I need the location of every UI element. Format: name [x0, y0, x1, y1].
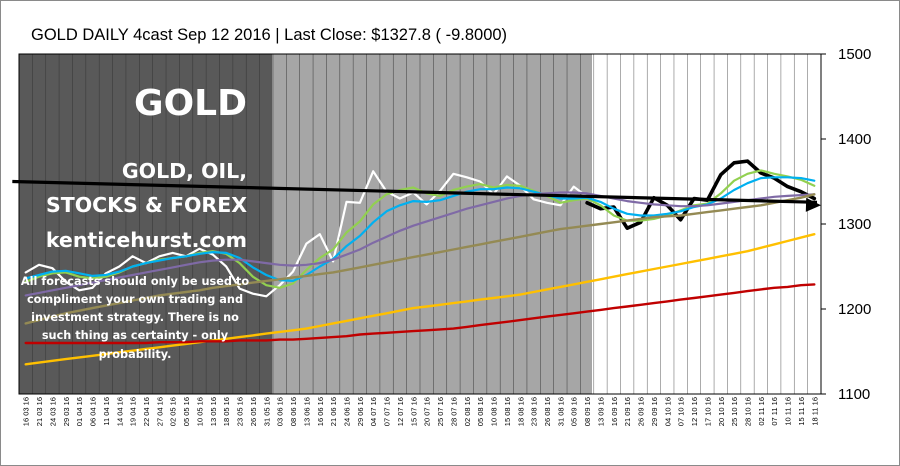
x-tick-label: 04 10 16	[663, 397, 672, 426]
series-line-5	[24, 191, 816, 297]
x-tick-label: 05 08 16	[476, 397, 485, 426]
x-tick-label: 14 04 16	[115, 397, 124, 426]
series-line-4	[24, 176, 816, 282]
x-tick-label: 02 08 16	[463, 397, 472, 426]
x-tick-label: 06 04 16	[89, 397, 98, 426]
x-tick-label: 21 06 16	[329, 397, 338, 426]
x-tick-label: 25 07 16	[436, 397, 445, 426]
x-tick-label: 28 10 16	[743, 397, 752, 426]
x-tick-label: 20 07 16	[423, 397, 432, 426]
y-tick-label: 1500	[838, 46, 871, 63]
brand-site: kenticehurst.com	[46, 228, 247, 252]
x-tick-label: 13 09 16	[596, 397, 605, 426]
x-tick-label: 07 11 16	[770, 397, 779, 426]
disclaimer-line-2: compliment your own trading and	[27, 293, 243, 306]
x-tick-label: 19 04 16	[129, 397, 138, 426]
x-tick-label: 16 03 16	[22, 397, 31, 426]
x-tick-label: 15 08 16	[503, 397, 512, 426]
x-tick-label: 05 09 16	[570, 397, 579, 426]
y-tick-label: 1100	[838, 386, 870, 403]
x-tick-label: 28 07 16	[449, 397, 458, 426]
x-tick-label: 07 07 16	[383, 397, 392, 426]
x-tick-label: 25 10 16	[730, 397, 739, 426]
x-tick-label: 24 06 16	[342, 397, 351, 426]
x-tick-label: 10 08 16	[490, 397, 499, 426]
x-tick-label: 02 11 16	[757, 397, 766, 426]
x-tick-label: 03 06 16	[276, 397, 285, 426]
disclaimer-line-1: All forecasts should only be used to	[21, 275, 249, 288]
series-line-8	[24, 283, 816, 345]
forecast-arrow-head	[805, 197, 821, 212]
x-tick-label: 04 07 16	[369, 397, 378, 426]
x-tick-label: 29 09 16	[650, 397, 659, 426]
x-tick-label: 24 03 16	[48, 397, 57, 426]
x-tick-label: 10 05 16	[195, 397, 204, 426]
y-tick-label: 1300	[838, 216, 871, 233]
x-tick-label: 17 10 16	[703, 397, 712, 426]
x-tick-label: 27 04 16	[155, 397, 164, 426]
x-tick-label: 13 06 16	[302, 397, 311, 426]
x-tick-label: 07 10 16	[677, 397, 686, 426]
disclaimer-line-3: investment strategy. There is no	[31, 311, 239, 324]
series-line-6	[24, 193, 816, 325]
brand-symbol: GOLD	[134, 83, 247, 124]
x-tick-label: 20 10 16	[717, 397, 726, 426]
x-tick-label: 29 03 16	[62, 397, 71, 426]
x-tick-label: 15 07 16	[409, 397, 418, 426]
x-tick-label: 21 09 16	[623, 397, 632, 426]
history-light-band	[272, 54, 592, 394]
x-axis: 16 03 16 21 03 16 24 03 16 29 03 16 01 04 16…	[22, 397, 820, 426]
series-layer	[24, 159, 817, 366]
x-tick-label: 01 04 16	[75, 397, 84, 426]
x-tick-label: 05 05 16	[182, 397, 191, 426]
x-tick-label: 26 09 16	[637, 397, 646, 426]
x-tick-label: 23 08 16	[530, 397, 539, 426]
x-tick-label: 18 08 16	[516, 397, 525, 426]
x-tick-label: 11 04 16	[102, 397, 111, 426]
y-axis: 1100 1200 1300 1400 1500	[821, 46, 871, 403]
branding-overlay: GOLD GOLD, OIL, STOCKS & FOREX kenticehu…	[21, 83, 249, 361]
x-tick-label: 22 04 16	[142, 397, 151, 426]
x-tick-label: 10 11 16	[784, 397, 793, 426]
x-tick-label: 31 08 16	[556, 397, 565, 426]
x-tick-label: 18 05 16	[222, 397, 231, 426]
x-tick-label: 16 09 16	[610, 397, 619, 426]
brand-tagline-1: GOLD, OIL,	[122, 159, 247, 183]
x-tick-label: 26 08 16	[543, 397, 552, 426]
x-tick-label: 26 05 16	[249, 397, 258, 426]
x-tick-label: 08 06 16	[289, 397, 298, 426]
disclaimer-line-5: probability.	[99, 348, 172, 361]
chart-title: GOLD DAILY 4cast Sep 12 2016 | Last Clos…	[31, 26, 507, 44]
x-tick-label: 13 05 16	[209, 397, 218, 426]
brand-tagline-2: STOCKS & FOREX	[46, 193, 247, 217]
x-tick-label: 29 06 16	[356, 397, 365, 426]
x-tick-label: 08 09 16	[583, 397, 592, 426]
forecast-arrow-layer	[12, 179, 821, 212]
x-tick-label: 12 07 16	[396, 397, 405, 426]
y-tick-label: 1200	[838, 301, 871, 318]
x-tick-label: 23 05 16	[236, 397, 245, 426]
x-tick-label: 31 05 16	[262, 397, 271, 426]
x-tick-label: 18 11 16	[810, 397, 819, 426]
x-tick-label: 16 06 16	[316, 397, 325, 426]
x-tick-label: 02 05 16	[169, 397, 178, 426]
y-tick-label: 1400	[838, 131, 871, 148]
forecast-arrow-shaft	[12, 179, 818, 204]
series-line-7	[24, 233, 816, 366]
disclaimer-line-4: such thing as certainty - only	[42, 329, 229, 342]
x-tick-label: 21 03 16	[35, 397, 44, 426]
x-tick-label: 15 11 16	[797, 397, 806, 426]
x-tick-label: 12 10 16	[690, 397, 699, 426]
